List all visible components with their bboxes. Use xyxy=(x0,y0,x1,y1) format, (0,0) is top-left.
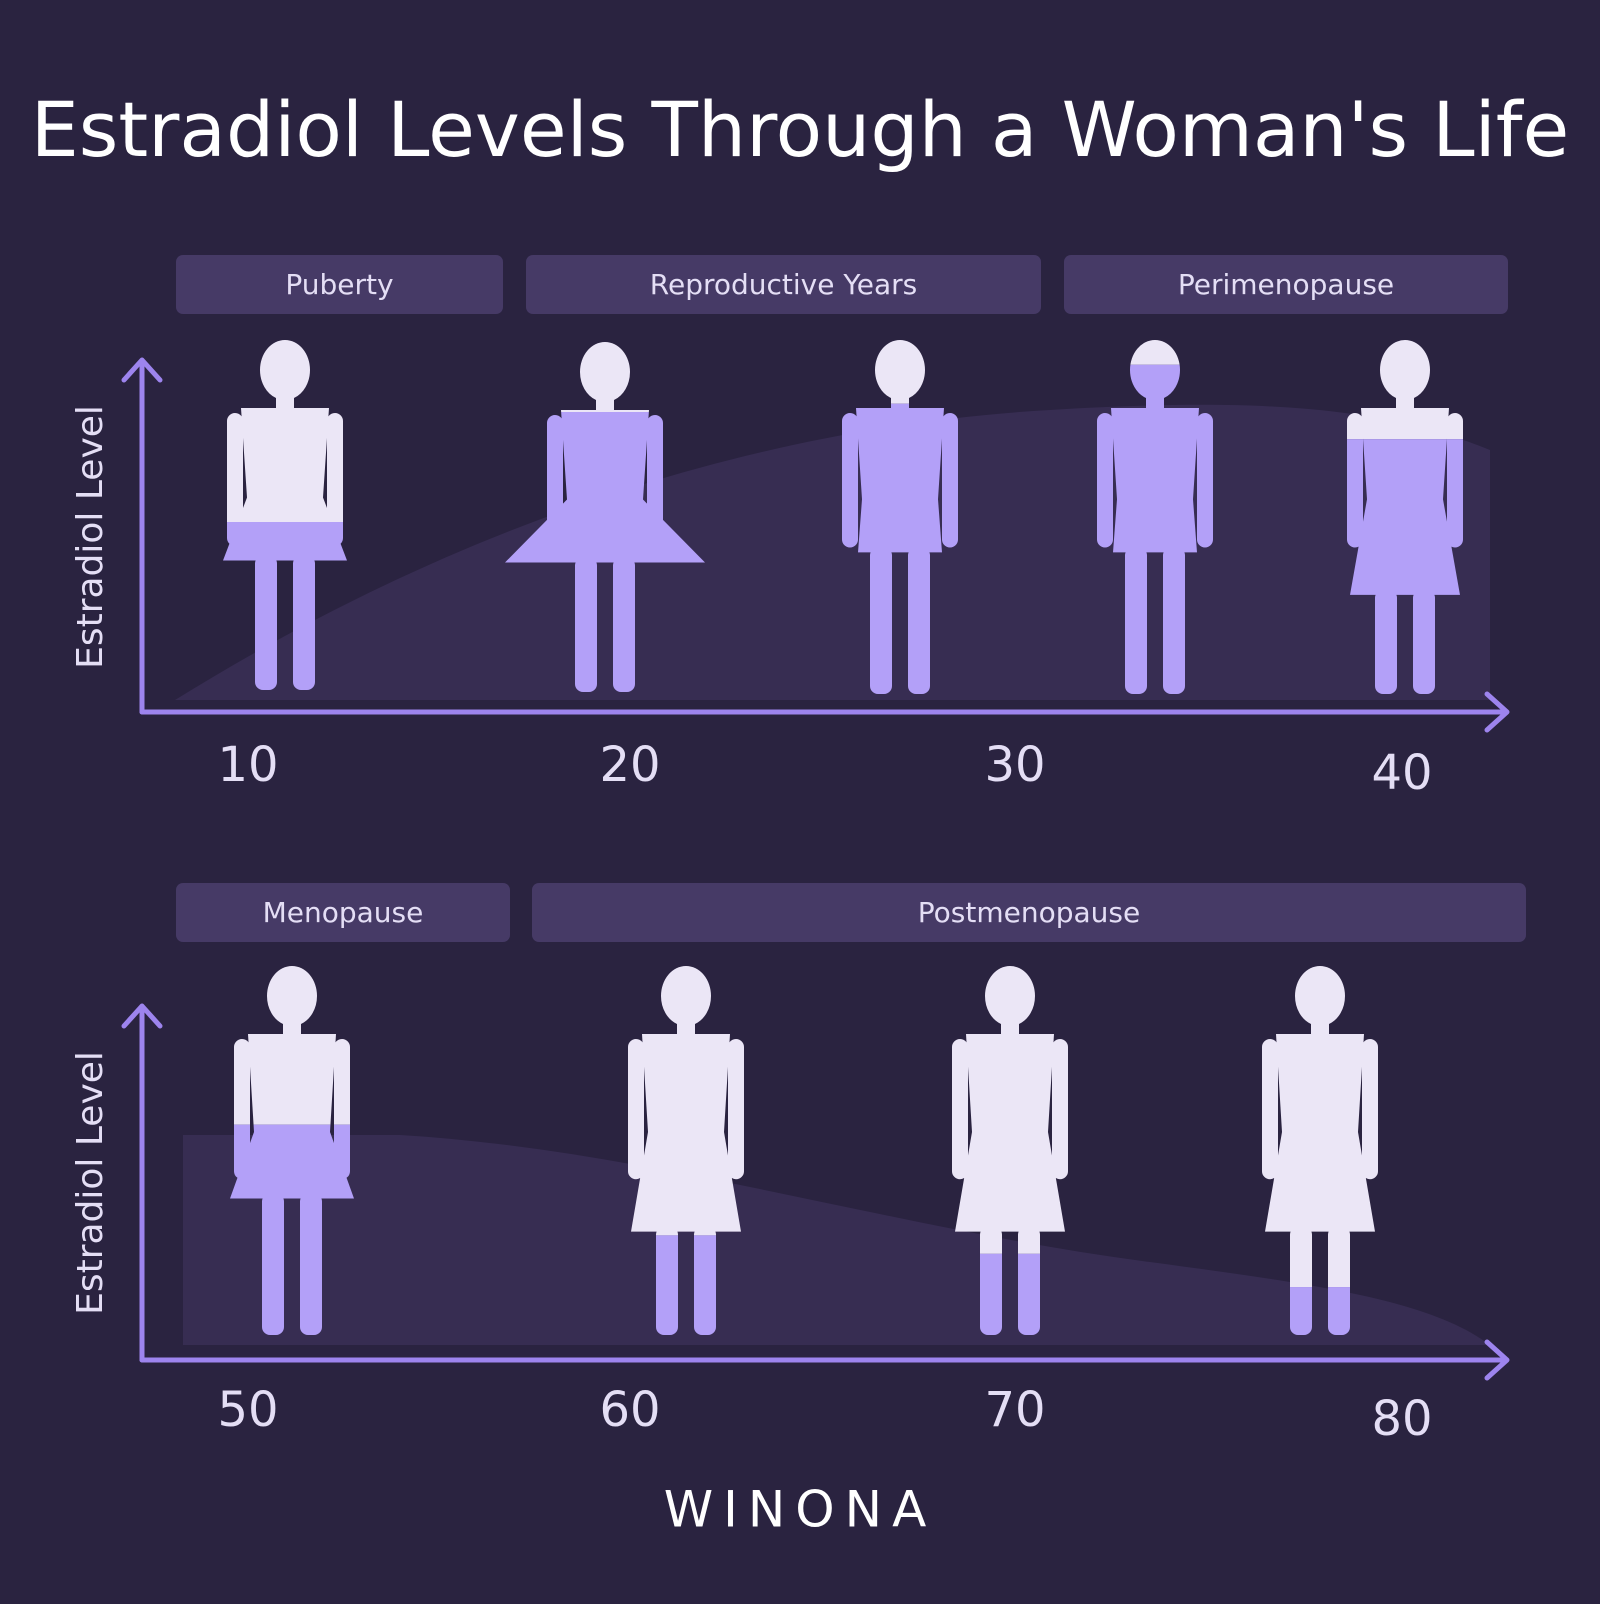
age-label: 70 xyxy=(984,1382,1045,1438)
axes xyxy=(121,1003,1510,1381)
phase-box xyxy=(532,883,1526,942)
phase-label: Postmenopause xyxy=(918,896,1140,929)
phase-box xyxy=(1064,255,1508,314)
age-label: 40 xyxy=(1371,745,1432,801)
y-axis-label: Estradiol Level xyxy=(70,405,111,669)
axes xyxy=(121,357,1510,733)
phase-label: Puberty xyxy=(285,268,393,301)
brand: WINONA xyxy=(664,1481,937,1539)
phase-label: Reproductive Years xyxy=(650,268,917,301)
y-axis-label: Estradiol Level xyxy=(70,1051,111,1315)
age-label: 50 xyxy=(217,1382,278,1438)
age-label: 10 xyxy=(217,737,278,793)
phase-box xyxy=(526,255,1041,314)
phase-box xyxy=(176,883,510,942)
title: Estradiol Levels Through a Woman's Life xyxy=(31,85,1569,174)
age-label: 80 xyxy=(1371,1391,1432,1447)
age-label: 30 xyxy=(984,737,1045,793)
labels: Puberty Reproductive Years Perimenopause Es… xyxy=(70,255,1526,1447)
level-area xyxy=(183,1135,1490,1345)
phase-label: Perimenopause xyxy=(1178,268,1394,301)
phase-box xyxy=(176,255,503,314)
age-label: 60 xyxy=(599,1382,660,1438)
age-label: 20 xyxy=(599,737,660,793)
phase-label: Menopause xyxy=(263,896,424,929)
